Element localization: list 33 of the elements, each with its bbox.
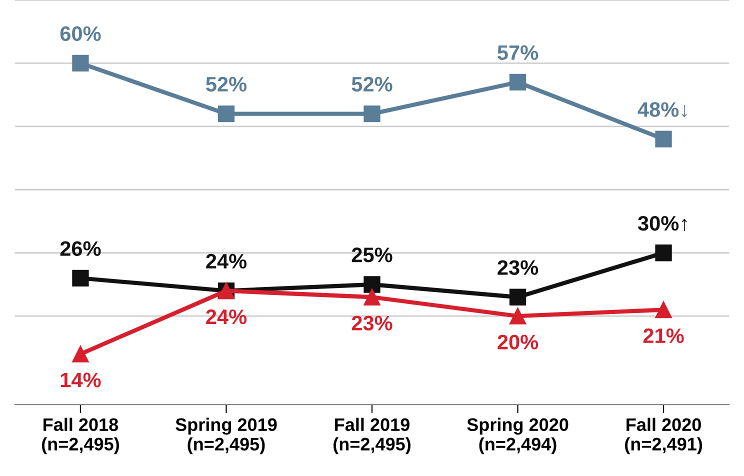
point [72, 346, 89, 362]
data-label: 52% [206, 76, 247, 92]
point [364, 276, 380, 293]
data-label: 60% [60, 26, 101, 42]
point [218, 105, 235, 122]
data-label: 25% [352, 248, 392, 262]
data-label: 30%↑ [638, 216, 687, 232]
point [509, 288, 526, 306]
data-label: 52% [352, 76, 392, 92]
point [655, 301, 672, 318]
x-tick-label: Spring 2019 (n=2,495) [176, 418, 277, 454]
point [655, 130, 672, 148]
data-label: 48%↓ [638, 102, 687, 118]
data-label: 57% [498, 45, 538, 60]
x-tick-label: Spring 2020 (n=2,494) [467, 418, 568, 454]
point [509, 308, 526, 324]
x-tick-label: Fall 2018 (n=2,495) [42, 418, 119, 454]
data-label: 23% [352, 316, 392, 331]
point [72, 270, 89, 286]
data-label: 26% [60, 241, 101, 256]
data-label: 23% [498, 260, 538, 275]
data-label: 21% [643, 328, 684, 344]
data-label: 14% [60, 372, 101, 388]
x-tick-label: Fall 2020 (n=2,491) [625, 418, 702, 454]
data-label: 24% [206, 254, 247, 269]
x-tick-label: Fall 2019 (n=2,495) [334, 418, 410, 454]
point [364, 288, 380, 306]
data-label: 24% [206, 309, 247, 324]
point [655, 244, 672, 262]
point [364, 105, 380, 122]
point [509, 74, 526, 91]
data-label: 20% [498, 334, 538, 350]
point [72, 54, 89, 72]
